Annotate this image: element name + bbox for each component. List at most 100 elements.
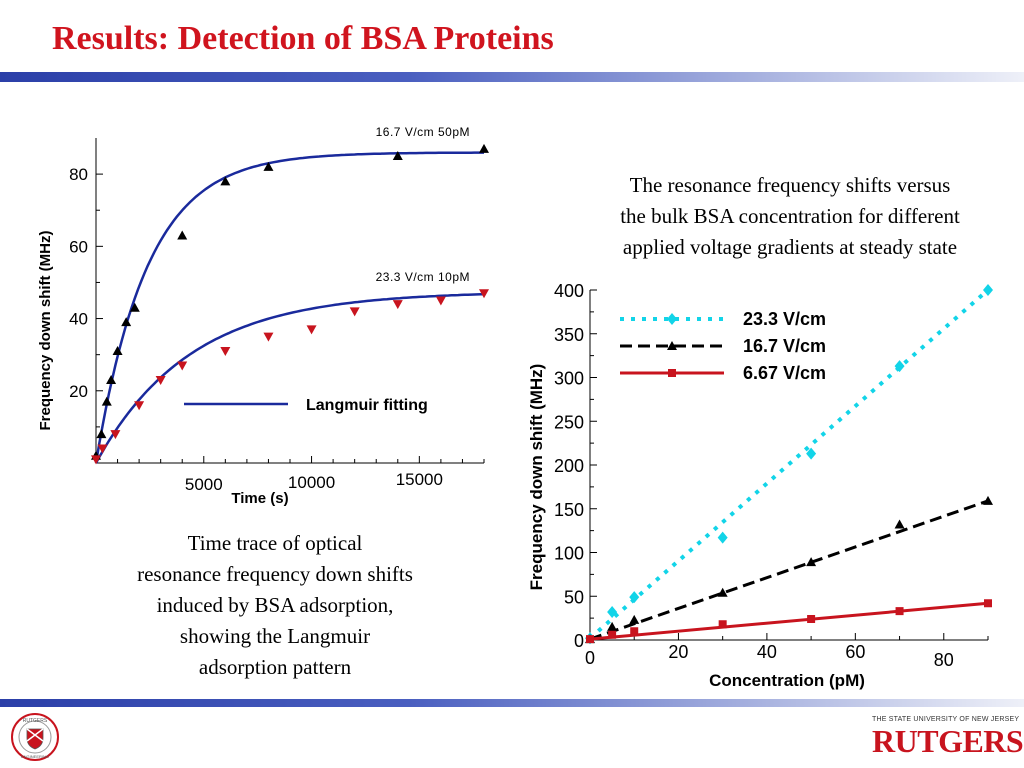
y-tick-label: 250 xyxy=(554,412,584,432)
series-label: 23.3 V/cm 10pM xyxy=(376,270,470,284)
caption-right-line: The resonance frequency shifts versus xyxy=(629,173,951,197)
data-point xyxy=(112,346,123,356)
data-point xyxy=(392,300,403,310)
series-label: 16.7 V/cm 50pM xyxy=(376,125,470,139)
data-point xyxy=(718,620,727,629)
data-point xyxy=(806,557,817,567)
time-trace-chart: 20 40 60 80 5000 10000 15000 Time (s) Frequency … xyxy=(37,125,489,507)
x-tick-label: 20 xyxy=(668,642,688,662)
rutgers-logo-tagline: THE STATE UNIVERSITY OF NEW JERSEY xyxy=(872,716,1020,723)
caption-left-line: adsorption pattern xyxy=(198,655,352,679)
x-axis-label: Concentration (pM) xyxy=(709,671,865,690)
caption-right-line: applied voltage gradients at steady stat… xyxy=(622,235,958,259)
y-tick-label: 0 xyxy=(574,631,584,651)
x-tick-label: 5000 xyxy=(185,475,223,494)
data-point xyxy=(263,332,274,342)
data-point xyxy=(894,360,905,373)
data-point xyxy=(155,375,166,385)
y-tick-label: 40 xyxy=(69,310,88,329)
data-point xyxy=(607,606,618,618)
data-point xyxy=(263,161,274,171)
bottom-divider-bar xyxy=(0,699,1024,707)
data-point xyxy=(806,447,817,460)
data-point xyxy=(608,630,617,639)
x-tick-label: 15000 xyxy=(396,470,443,489)
x-tick-label: 0 xyxy=(585,648,595,668)
seal-bottom-text: ENGINEERING xyxy=(21,754,49,759)
data-point xyxy=(630,627,639,636)
data-point xyxy=(895,607,904,616)
caption-left-line: Time trace of optical xyxy=(187,531,363,555)
legend-label: 16.7 V/cm xyxy=(743,336,826,356)
seal-top-text: RUTGERS xyxy=(23,718,48,724)
series-fit-line xyxy=(589,601,989,641)
y-tick-label: 200 xyxy=(554,456,584,476)
langmuir-fit-curve xyxy=(94,292,485,464)
legend-marker xyxy=(667,341,677,350)
slide-title: Results: Detection of BSA Proteins xyxy=(52,20,554,57)
data-point xyxy=(586,635,594,644)
data-point xyxy=(983,495,993,505)
data-point xyxy=(392,151,403,161)
data-point xyxy=(717,531,728,544)
data-point xyxy=(435,296,446,306)
caption-right: The resonance frequency shifts versus th… xyxy=(578,170,1002,263)
data-point xyxy=(91,455,101,465)
y-tick-label: 20 xyxy=(69,382,88,401)
rutgers-logo: THE STATE UNIVERSITY OF NEW JERSEY RUTGE… xyxy=(872,716,1024,764)
rutgers-logo-wordmark: RUTGERS xyxy=(872,723,1024,759)
x-tick-label: 80 xyxy=(934,650,954,670)
y-axis-label: Frequency down shift (MHz) xyxy=(527,364,546,591)
y-tick-label: 150 xyxy=(554,500,584,520)
caption-left-line: induced by BSA adsorption, xyxy=(156,593,394,617)
y-tick-label: 400 xyxy=(554,281,584,301)
legend-fit-label: Langmuir fitting xyxy=(306,397,428,414)
data-point xyxy=(177,230,188,240)
data-point xyxy=(717,587,728,597)
data-point xyxy=(983,284,993,296)
caption-left-line: showing the Langmuir xyxy=(179,624,371,648)
data-point xyxy=(894,519,905,529)
concentration-chart: 0 50 100 150 200 250 300 350 400 0 20 40 60 80 Concent… xyxy=(527,281,993,690)
y-tick-label: 100 xyxy=(554,544,584,564)
data-point xyxy=(220,347,231,357)
data-point xyxy=(479,143,489,153)
data-point xyxy=(306,325,317,335)
data-point xyxy=(479,289,489,299)
data-point xyxy=(349,307,360,317)
data-point xyxy=(129,302,140,312)
y-tick-label: 350 xyxy=(554,325,584,345)
data-point xyxy=(110,430,121,440)
caption-left-line: resonance frequency down shifts xyxy=(137,562,413,586)
series-fit-line xyxy=(589,499,989,641)
data-point xyxy=(629,614,640,624)
data-point xyxy=(97,444,108,454)
legend-marker xyxy=(668,369,676,377)
caption-left: Time trace of optical resonance frequenc… xyxy=(90,528,460,683)
y-tick-label: 300 xyxy=(554,369,584,389)
top-divider-bar xyxy=(0,72,1024,82)
data-point xyxy=(177,361,188,371)
data-point xyxy=(984,599,992,608)
data-point xyxy=(220,176,231,186)
y-tick-label: 50 xyxy=(564,587,584,607)
series-fit-line xyxy=(588,288,990,640)
data-point xyxy=(101,396,112,406)
data-point xyxy=(607,621,618,631)
langmuir-fit-curve xyxy=(94,151,484,464)
data-point xyxy=(106,374,117,384)
data-point xyxy=(134,401,145,411)
caption-right-line: the bulk BSA concentration for different xyxy=(620,204,960,228)
y-tick-label: 80 xyxy=(69,165,88,184)
x-tick-label: 60 xyxy=(845,642,865,662)
x-axis-label: Time (s) xyxy=(231,490,288,507)
rutgers-engineering-seal-logo: RUTGERS ENGINEERING xyxy=(11,713,59,761)
data-point xyxy=(807,615,816,623)
y-axis-label: Frequency down shift (MHz) xyxy=(37,231,54,431)
legend-label: 6.67 V/cm xyxy=(743,363,826,383)
x-tick-label: 40 xyxy=(757,642,777,662)
data-point xyxy=(121,317,132,327)
legend-label: 23.3 V/cm xyxy=(743,309,826,329)
legend-marker xyxy=(667,313,677,325)
data-point xyxy=(629,591,640,604)
